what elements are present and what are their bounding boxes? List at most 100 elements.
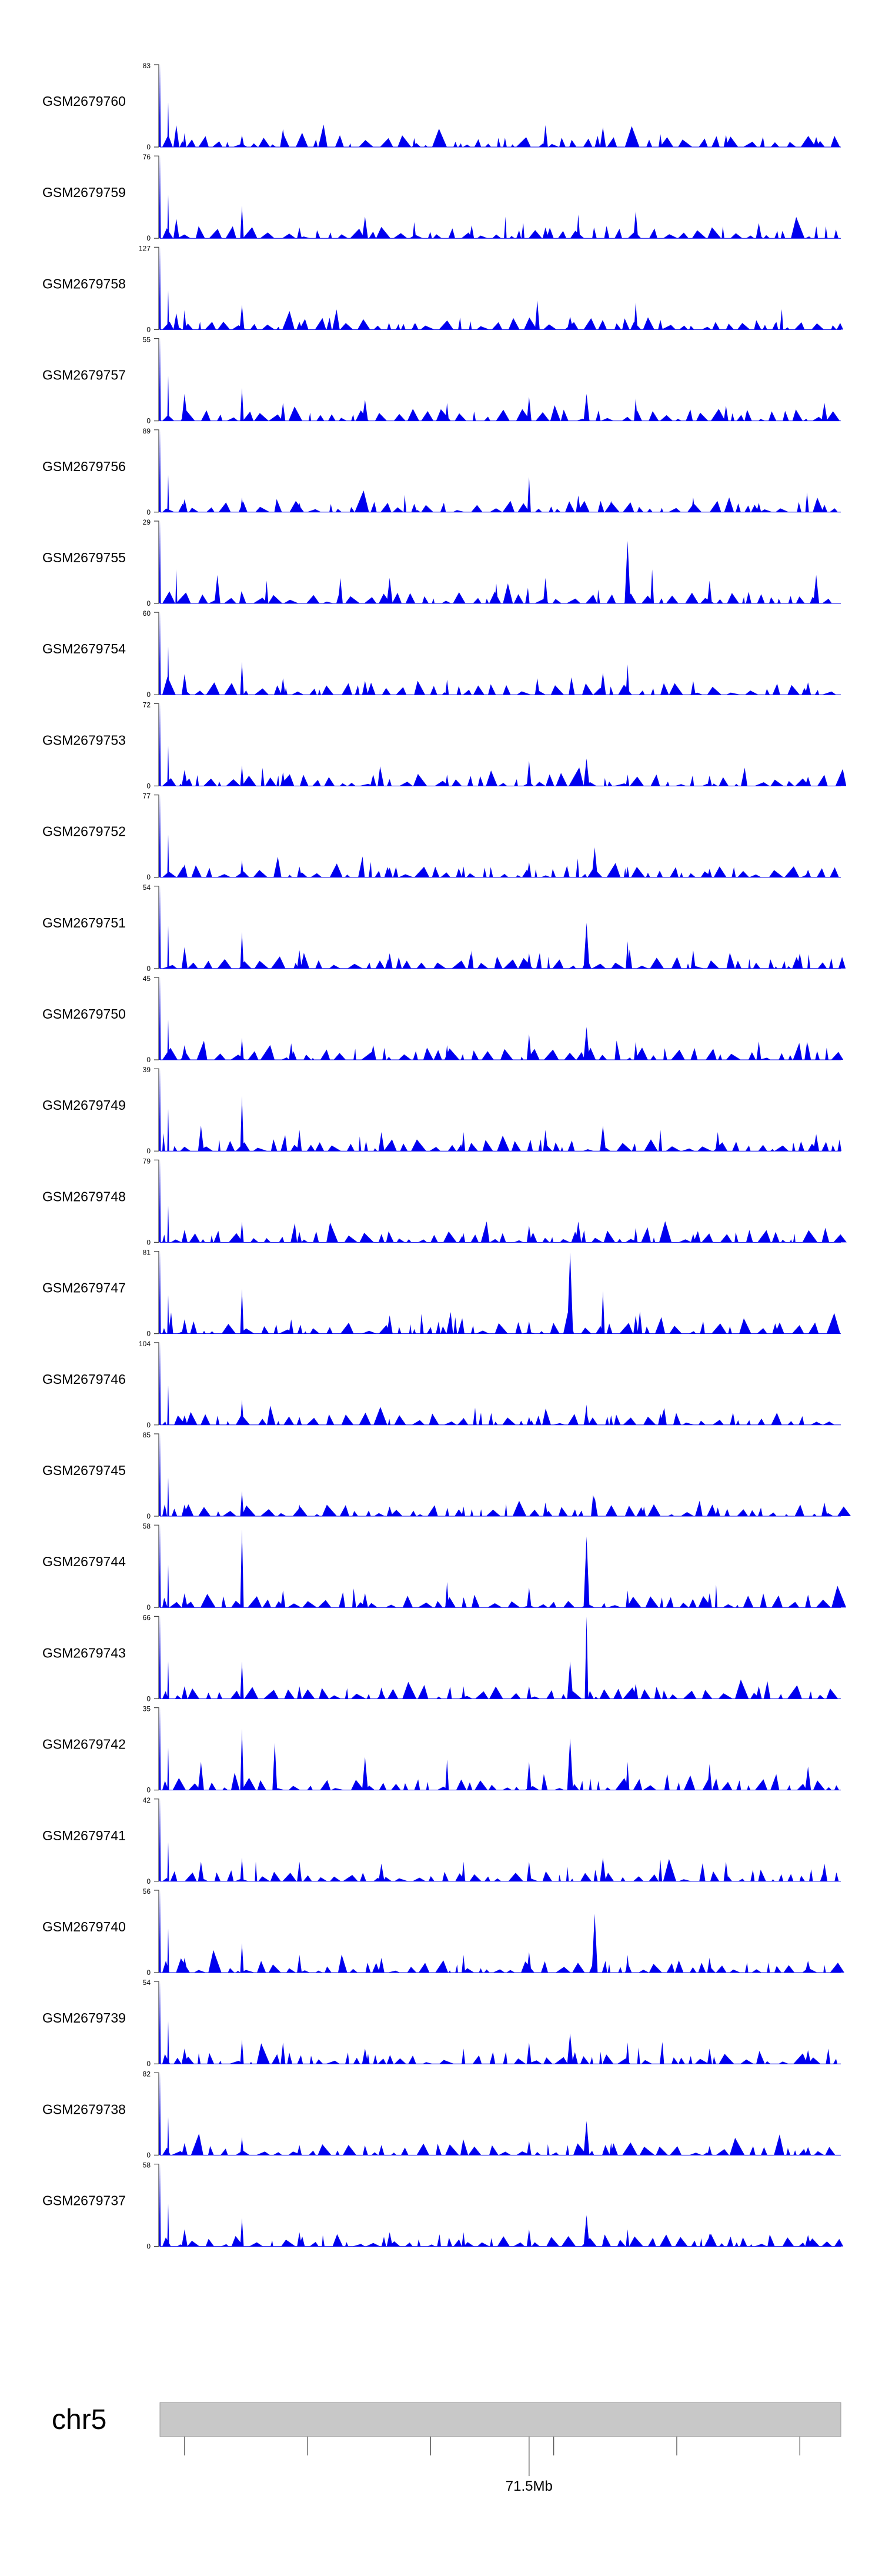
coverage-peak xyxy=(280,2042,286,2064)
coverage-background xyxy=(162,490,838,512)
coverage-peak xyxy=(167,1564,169,1608)
coverage-peak xyxy=(567,1252,573,1334)
coverage-peak xyxy=(462,1506,466,1516)
coverage-peak xyxy=(265,580,269,603)
coverage-peak xyxy=(181,2229,188,2247)
track-min-label: 0 xyxy=(146,1603,151,1611)
coverage-peak xyxy=(690,1234,696,1243)
coverage-peak xyxy=(362,400,368,421)
coverage-peak xyxy=(297,1232,302,1243)
track-name: GSM2679757 xyxy=(42,368,126,383)
track-min-label: 0 xyxy=(146,599,151,608)
track-gsm2679748: GSM2679748 79 0 xyxy=(42,1157,847,1246)
coverage-peak xyxy=(445,1759,449,1790)
coverage-peak xyxy=(362,216,368,239)
track-y-axis xyxy=(154,1890,159,1973)
coverage-peak xyxy=(583,2215,590,2247)
track-max-label: 58 xyxy=(143,1522,151,1530)
coverage-peak xyxy=(181,864,188,877)
coverage-peak xyxy=(756,503,761,512)
track-max-label: 66 xyxy=(143,1613,151,1621)
track-gsm2679740: GSM2679740 56 0 xyxy=(42,1887,844,1977)
coverage-peak xyxy=(167,1385,169,1425)
track-y-axis xyxy=(154,1798,159,1882)
coverage-peak xyxy=(445,679,449,695)
coverage-peak xyxy=(772,1419,779,1425)
coverage-peak xyxy=(159,612,161,695)
coverage-peak xyxy=(338,578,343,603)
track-y-axis xyxy=(154,1524,159,1608)
coverage-peak xyxy=(583,758,590,786)
coverage-peak xyxy=(159,429,161,512)
coverage-peak xyxy=(362,1593,368,1608)
track-y-axis xyxy=(154,64,159,148)
track-name: GSM2679741 xyxy=(42,1828,126,1843)
track-min-label: 0 xyxy=(146,143,151,151)
coverage-peak xyxy=(534,678,540,695)
coverage-peak xyxy=(526,2141,532,2155)
coverage-peak xyxy=(159,1616,161,1699)
coverage-peak xyxy=(534,300,540,330)
coverage-peak xyxy=(386,867,393,877)
track-gsm2679760: GSM2679760 83 0 xyxy=(42,62,841,151)
coverage-peak xyxy=(526,1226,532,1243)
coverage-peak xyxy=(462,2232,466,2247)
coverage-peak xyxy=(821,1863,828,1881)
coverage-peak xyxy=(167,834,169,877)
track-min-label: 0 xyxy=(146,2060,151,2068)
coverage-peak xyxy=(159,1069,161,1152)
coverage-background xyxy=(162,216,838,239)
track-max-label: 42 xyxy=(143,1796,151,1804)
coverage-peak xyxy=(167,102,169,147)
track-gsm2679749: GSM2679749 39 0 xyxy=(42,1066,841,1155)
coverage-peak xyxy=(707,775,712,786)
coverage-peak xyxy=(575,1222,582,1243)
track-y-axis xyxy=(154,246,159,330)
coverage-peak xyxy=(181,1593,188,1608)
coverage-peak xyxy=(626,2042,630,2064)
chromosome-bar xyxy=(159,2402,841,2437)
coverage-peak xyxy=(658,319,663,330)
coverage-peak xyxy=(182,133,186,147)
coverage-peak xyxy=(159,1798,161,1881)
track-y-axis xyxy=(154,612,159,695)
coverage-peak xyxy=(239,135,245,147)
track-y-axis xyxy=(154,338,159,422)
track-max-label: 76 xyxy=(143,153,151,161)
track-gsm2679759: GSM2679759 76 0 xyxy=(42,153,841,242)
coverage-peak xyxy=(167,1842,169,1881)
coverage-peak xyxy=(181,1958,188,1973)
coverage-peak xyxy=(707,1593,712,1608)
coverage-peak xyxy=(297,1504,302,1516)
coverage-peak xyxy=(240,1289,244,1334)
coverage-peak xyxy=(462,1686,466,1699)
coverage-peak xyxy=(159,795,161,877)
coverage-peak xyxy=(633,1315,639,1334)
track-y-axis xyxy=(154,1707,159,1791)
track-name: GSM2679759 xyxy=(42,185,126,200)
track-gsm2679743: GSM2679743 66 0 xyxy=(42,1613,841,1703)
track-y-axis xyxy=(154,977,159,1060)
track-name: GSM2679760 xyxy=(42,94,126,109)
track-gsm2679752: GSM2679752 77 0 xyxy=(42,792,841,882)
coverage-background xyxy=(162,1773,839,1790)
coverage-peak xyxy=(386,953,393,969)
track-y-axis xyxy=(154,155,159,239)
coverage-peak xyxy=(159,703,161,786)
track-max-label: 58 xyxy=(143,2161,151,2170)
coverage-peak xyxy=(756,1041,761,1060)
coverage-peak xyxy=(159,521,161,603)
coverage-background xyxy=(162,1221,847,1243)
track-max-label: 45 xyxy=(143,975,151,983)
coverage-peak xyxy=(240,1222,244,1243)
track-y-axis xyxy=(154,795,159,878)
coverage-peak xyxy=(805,1045,811,1060)
coverage-peak xyxy=(805,2050,811,2064)
coverage-peak xyxy=(626,664,630,695)
coverage-peak xyxy=(756,1686,762,1699)
coverage-peak xyxy=(805,1961,811,1973)
track-max-label: 89 xyxy=(143,427,151,435)
coverage-peak xyxy=(181,1686,188,1699)
coverage-peak xyxy=(159,1251,161,1334)
